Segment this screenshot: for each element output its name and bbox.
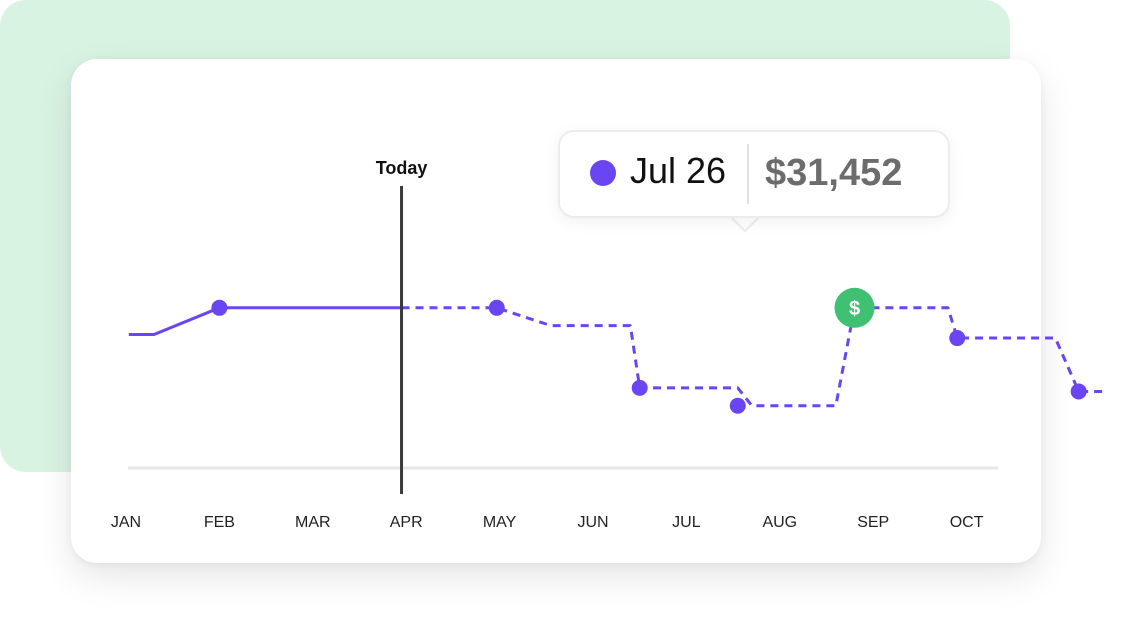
tooltip-value: $31,452 bbox=[765, 152, 903, 194]
data-point-marker[interactable] bbox=[211, 299, 228, 316]
tooltip-divider bbox=[747, 144, 749, 204]
series-layer bbox=[128, 306, 1107, 408]
x-tick-label: SEP bbox=[857, 514, 889, 531]
x-tick-label: JUN bbox=[577, 514, 608, 531]
x-tick-label: MAR bbox=[295, 514, 331, 531]
money-marker-circle[interactable] bbox=[834, 287, 875, 328]
series-line-solid bbox=[128, 306, 402, 336]
value-tooltip: Jul 26 $31,452 bbox=[558, 130, 950, 218]
series-line-dashed bbox=[401, 306, 1107, 408]
x-tick-label: APR bbox=[390, 514, 423, 531]
x-tick-label: OCT bbox=[950, 514, 984, 531]
data-point-marker[interactable] bbox=[949, 330, 966, 347]
today-label: Today bbox=[376, 158, 428, 178]
x-tick-label: JUL bbox=[672, 514, 701, 531]
x-axis-ticks: JAN FEB MAR APR MAY JUN JUL AUG SEP OCT bbox=[111, 514, 984, 531]
purple-dot-icon bbox=[590, 160, 616, 186]
x-tick-label: JAN bbox=[111, 514, 141, 531]
dollar-icon: $ bbox=[849, 298, 860, 320]
data-point-marker[interactable] bbox=[1070, 383, 1087, 400]
data-point-marker[interactable] bbox=[631, 379, 648, 396]
x-tick-label: FEB bbox=[204, 514, 235, 531]
tooltip-date: Jul 26 bbox=[630, 150, 727, 191]
data-point-marker[interactable] bbox=[488, 299, 505, 316]
data-point-marker[interactable] bbox=[729, 397, 746, 414]
x-tick-label: AUG bbox=[762, 514, 797, 531]
x-tick-label: MAY bbox=[483, 514, 517, 531]
money-marker[interactable]: $ bbox=[834, 287, 875, 328]
marker-layer bbox=[211, 299, 1087, 414]
